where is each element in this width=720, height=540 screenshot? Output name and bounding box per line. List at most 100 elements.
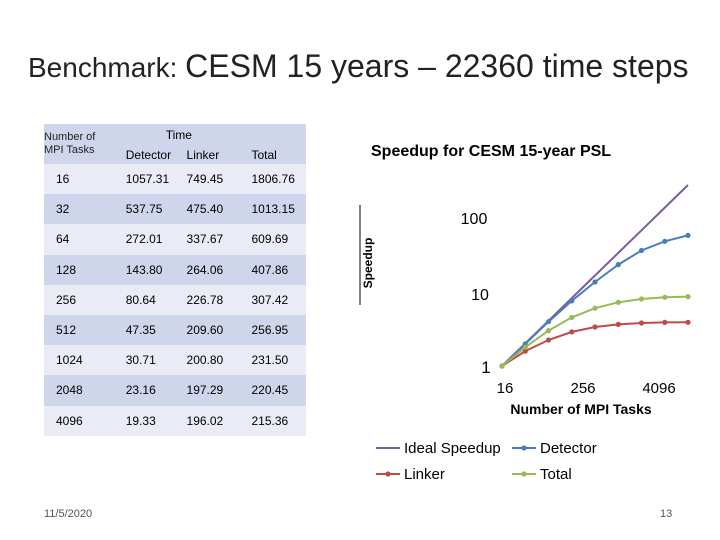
cell-linker: 226.78: [186, 284, 252, 315]
data-point-detector: [685, 232, 691, 238]
chart-title: Speedup for CESM 15-year PSL: [371, 143, 612, 160]
data-point-total: [662, 294, 668, 300]
cell-total: 215.36: [251, 405, 306, 436]
cell-total: 256.95: [251, 314, 306, 346]
legend-marker-total: [521, 471, 527, 477]
data-point-total: [592, 305, 598, 311]
cell-total: 231.50: [251, 345, 306, 376]
y-tick-label: 1: [481, 358, 490, 377]
legend-marker-linker: [385, 471, 391, 477]
header-mpi-line2: MPI Tasks: [44, 144, 95, 156]
cell-total: 407.86: [251, 254, 306, 285]
data-point-linker: [685, 319, 691, 325]
cell-detector: 1057.31: [125, 164, 187, 195]
table-row: 16 1057.31 749.45 1806.76: [44, 164, 306, 195]
table-row: 32 537.75 475.40 1013.15: [44, 194, 306, 225]
y-tick-label: 100: [461, 211, 488, 228]
data-point-total: [522, 344, 528, 350]
cell-linker: 337.67: [186, 224, 252, 255]
x-tick-label: 4096: [642, 380, 675, 397]
data-point-total: [499, 363, 505, 369]
cell-tasks: 2048: [44, 375, 126, 406]
table-row: 128 143.80 264.06 407.86: [44, 254, 306, 285]
cell-linker: 197.29: [186, 375, 252, 406]
cell-detector: 537.75: [125, 194, 187, 225]
legend-label-detector: Detector: [540, 440, 597, 457]
slide-title: Benchmark: CESM 15 years – 22360 time st…: [28, 48, 708, 85]
data-point-detector: [545, 319, 552, 325]
cell-detector: 30.71: [125, 345, 187, 376]
cell-tasks: 128: [44, 254, 126, 285]
header-mpi-tasks: Number of MPI Tasks: [44, 124, 126, 164]
cell-detector: 143.80: [125, 254, 187, 285]
cell-tasks: 1024: [44, 345, 126, 376]
cell-linker: 475.40: [186, 194, 252, 225]
x-axis-label: Number of MPI Tasks: [510, 401, 652, 417]
cell-detector: 19.33: [125, 405, 187, 436]
header-time: Time: [125, 124, 306, 146]
cell-linker: 749.45: [186, 164, 252, 195]
table-row: 64 272.01 337.67 609.69: [44, 224, 306, 255]
cell-tasks: 4096: [44, 405, 126, 436]
data-point-detector: [662, 238, 668, 244]
data-point-total: [638, 296, 645, 302]
series-line-detector: [501, 234, 689, 367]
x-tick-label: 256: [570, 380, 595, 397]
data-point-linker: [545, 337, 552, 343]
x-tick-label: 16: [497, 380, 514, 397]
cell-tasks: 256: [44, 284, 126, 315]
footer-date: 11/5/2020: [44, 508, 93, 520]
cell-linker: 196.02: [186, 405, 252, 436]
header-total: Total: [251, 146, 306, 164]
header-mpi-line1: Number of: [44, 131, 96, 143]
data-point-linker: [569, 329, 575, 335]
data-point-linker: [592, 324, 598, 330]
y-axis-label: Speedup: [361, 238, 375, 289]
data-point-linker: [615, 321, 621, 327]
data-point-total: [545, 328, 552, 334]
cell-tasks: 64: [44, 224, 126, 255]
table-row: 512 47.35 209.60 256.95: [44, 314, 306, 346]
cell-total: 220.45: [251, 375, 306, 406]
data-point-linker: [638, 320, 645, 326]
data-point-detector: [592, 279, 598, 285]
table-row: 2048 23.16 197.29 220.45: [44, 375, 306, 406]
cell-detector: 80.64: [125, 284, 187, 315]
cell-tasks: 16: [44, 164, 126, 195]
legend-marker-detector: [521, 445, 527, 451]
table-row: 4096 19.33 196.02 215.36: [44, 405, 306, 436]
legend-label-total: Total: [540, 466, 572, 483]
cell-total: 1806.76: [251, 164, 306, 195]
data-point-linker: [662, 319, 668, 325]
data-point-total: [685, 294, 691, 300]
table-row: 1024 30.71 200.80 231.50: [44, 345, 306, 376]
table-header-row-2: Detector Linker Total: [44, 146, 306, 164]
timing-table: Number of MPI Tasks Time Detector Linker…: [44, 124, 306, 436]
cell-detector: 272.01: [125, 224, 187, 255]
cell-tasks: 32: [44, 194, 126, 225]
cell-detector: 23.16: [125, 375, 187, 406]
slide-title-prefix: Benchmark:: [28, 52, 186, 83]
data-point-detector: [615, 262, 621, 268]
cell-tasks: 512: [44, 314, 126, 346]
data-point-total: [569, 314, 575, 320]
cell-linker: 264.06: [186, 254, 252, 285]
header-detector: Detector: [125, 146, 187, 164]
header-linker: Linker: [186, 146, 252, 164]
data-point-linker: [522, 348, 528, 354]
legend-label-ideal-speedup: Ideal Speedup: [404, 440, 501, 457]
cell-total: 307.42: [251, 284, 306, 315]
page-number: 13: [660, 508, 673, 520]
data-point-detector: [569, 298, 575, 304]
y-tick-label: 10: [471, 287, 489, 304]
cell-linker: 209.60: [186, 314, 252, 346]
cell-total: 1013.15: [251, 194, 306, 225]
table-row: 256 80.64 226.78 307.42: [44, 284, 306, 315]
data-point-total: [615, 299, 621, 305]
legend-label-linker: Linker: [404, 466, 445, 483]
cell-total: 609.69: [251, 224, 306, 255]
data-point-detector: [638, 247, 645, 254]
cell-detector: 47.35: [125, 314, 187, 346]
slide-title-main: CESM 15 years – 22360 time steps: [185, 48, 689, 84]
